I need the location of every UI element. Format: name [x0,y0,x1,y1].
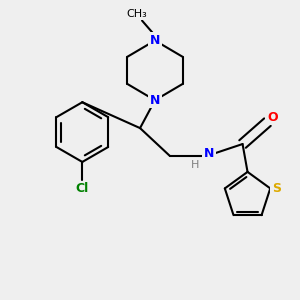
Text: N: N [203,148,214,160]
Text: H: H [190,160,199,170]
Text: CH₃: CH₃ [127,9,147,19]
Text: N: N [150,94,160,107]
Text: N: N [150,34,160,47]
Text: Cl: Cl [76,182,89,195]
Text: S: S [272,182,281,195]
Text: O: O [267,111,278,124]
